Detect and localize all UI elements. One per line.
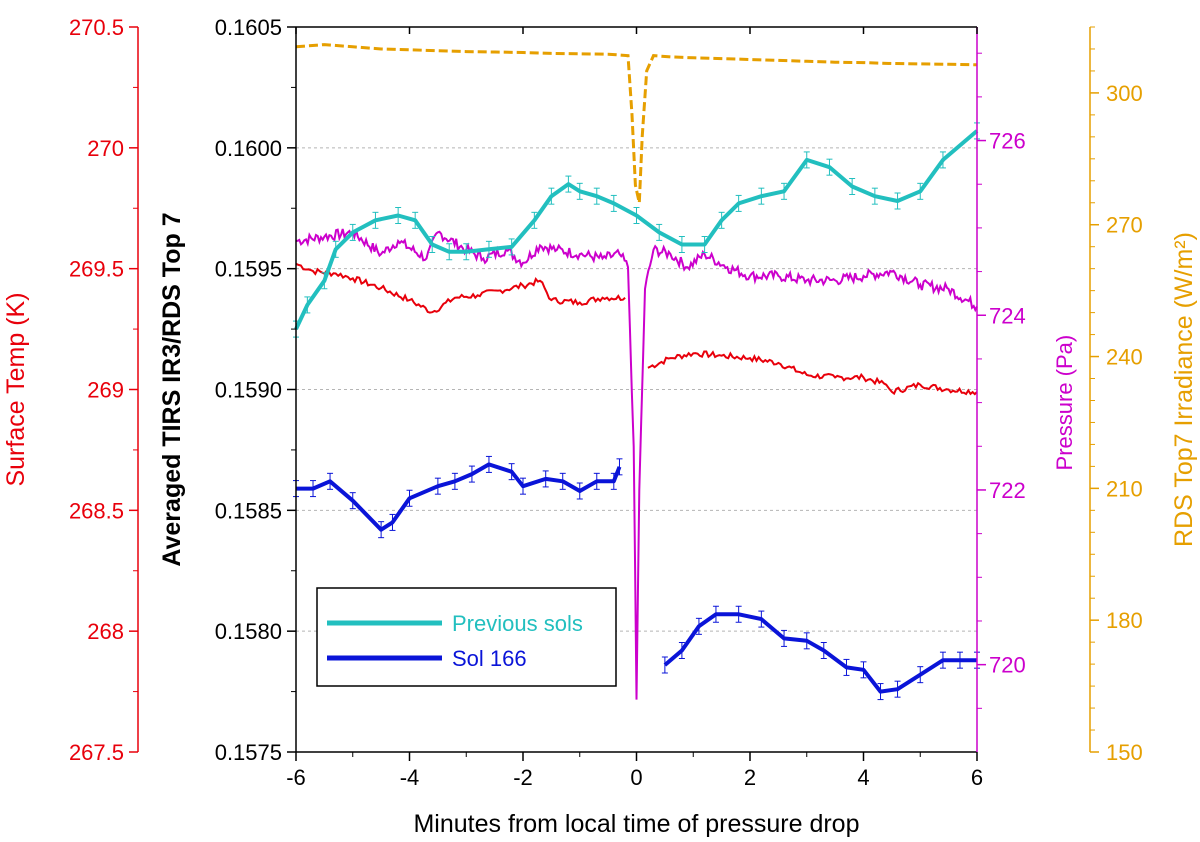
surface-temp-tick-label: 270.5 [69,15,124,40]
primary-y-tick-label: 0.1575 [215,740,282,765]
irradiance-axis-title: RDS Top7 Irradiance (W/m²) [1170,232,1198,547]
surface-temp-tick-label: 268 [87,619,124,644]
x-tick-label: 4 [857,765,869,790]
irradiance-tick-label: 180 [1106,608,1143,633]
surface-temp-axis-title: Surface Temp (K) [2,292,30,486]
surface-temp-line-2 [647,350,978,396]
irradiance-line [295,43,978,204]
primary-y-tick-label: 0.1585 [215,498,282,523]
surface-temp-tick-label: 269.5 [69,257,124,282]
sol-166-line-2 [663,612,977,694]
primary-y-tick-label: 0.1590 [215,378,282,403]
irradiance-tick-label: 210 [1106,476,1143,501]
x-tick-label: -2 [513,765,533,790]
primary-y-tick-label: 0.1605 [215,15,282,40]
pressure-tick-label: 726 [989,129,1026,154]
legend-label-1: Previous sols [452,611,583,636]
surface-temp-tick-label: 269 [87,378,124,403]
legend-label-2: Sol 166 [452,646,527,671]
surface-temp-tick-label: 268.5 [69,498,124,523]
pressure-tick-label: 722 [989,478,1026,503]
surface-temp-line-1 [295,262,626,314]
surface-temp-tick-label: 267.5 [69,740,124,765]
x-tick-label: -4 [400,765,420,790]
x-tick-label: 6 [971,765,983,790]
legend-box [316,587,617,687]
x-tick-label: -6 [286,765,306,790]
x-tick-label: 0 [630,765,642,790]
primary-y-tick-label: 0.1595 [215,257,282,282]
primary-y-axis-title: Averaged TIRS IR3/RDS Top 7 [158,212,186,566]
irradiance-tick-label: 240 [1106,345,1143,370]
sol-166-line-1 [296,462,622,532]
x-axis-title: Minutes from local time of pressure drop [413,810,859,838]
pressure-tick-label: 724 [989,303,1026,328]
primary-y-tick-label: 0.1600 [215,136,282,161]
pressure-tick-label: 720 [989,653,1026,678]
previous-sols-line [294,129,979,330]
surface-temp-tick-label: 270 [87,136,124,161]
pressure-axis-title: Pressure (Pa) [1052,335,1077,471]
pressure-line [295,228,978,700]
x-tick-label: 2 [744,765,756,790]
irradiance-tick-label: 300 [1106,81,1143,106]
irradiance-tick-label: 270 [1106,213,1143,238]
irradiance-tick-label: 150 [1106,740,1143,765]
primary-y-tick-label: 0.1580 [215,619,282,644]
